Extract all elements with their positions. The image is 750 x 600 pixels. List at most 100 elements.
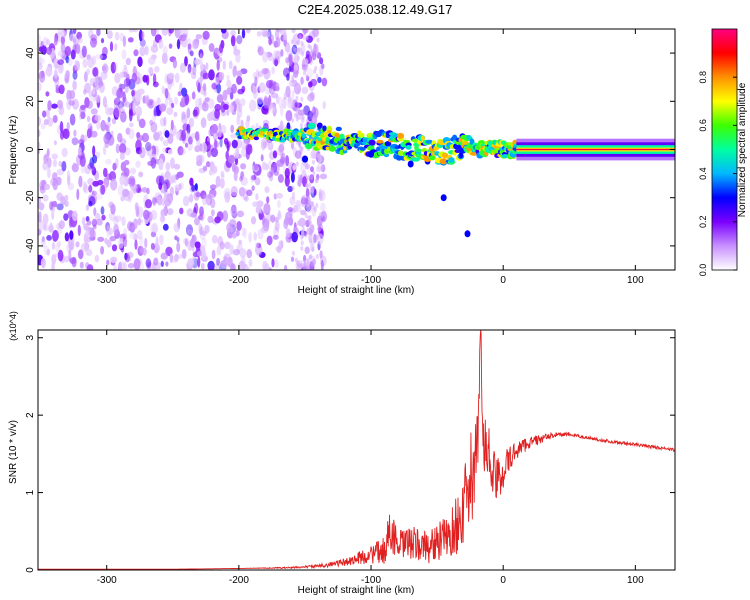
heatmap-noise-cell (231, 83, 237, 94)
heatmap-noise-cell (192, 109, 198, 117)
heatmap-noise-cell (239, 176, 243, 182)
heatmap-noise-cell (127, 221, 133, 232)
heatmap-noise-cell (144, 45, 149, 56)
heatmap-noise-cell (77, 37, 83, 44)
colorbar-gradient (711, 28, 738, 271)
heatmap-noise-cell (86, 128, 92, 139)
heatmap-noise-cell (290, 143, 294, 149)
heatmap-noise-cell (233, 65, 237, 76)
heatmap-noise-cell (294, 48, 298, 53)
heatmap-noise-cell (198, 49, 204, 59)
heatmap-noise-cell (308, 219, 312, 225)
heatmap-noise-cell (111, 117, 117, 125)
heatmap-noise-cell (150, 121, 158, 133)
heatmap-noise-cell (187, 67, 194, 75)
heatmap-signal-cell (453, 144, 462, 150)
heatmap-noise-cell (136, 229, 143, 240)
heatmap-noise-cell (273, 226, 280, 238)
heatmap-noise-cell (67, 175, 71, 186)
heatmap-noise-cell (122, 91, 126, 103)
heatmap-noise-cell (81, 216, 86, 226)
heatmap-noise-cell (218, 71, 225, 81)
heatmap-noise-cell (284, 175, 290, 187)
heatmap-noise-cell (285, 228, 291, 238)
heatmap-noise-cell (132, 101, 136, 114)
heatmap-noise-cell (138, 118, 146, 129)
heatmap-noise-cell (40, 40, 44, 48)
heatmap-noise-cell (187, 43, 192, 50)
heatmap-noise-cell (274, 259, 279, 269)
heatmap-noise-cell (128, 29, 135, 33)
colorbar-label: Normalized spectral amplitude (737, 82, 748, 217)
heatmap-noise-cell (179, 62, 187, 73)
heatmap-noise-cell (58, 160, 62, 167)
heatmap-signal-cell (425, 139, 434, 144)
heatmap-noise-cell (162, 223, 169, 231)
heatmap-noise-cell (299, 263, 303, 269)
heatmap-noise-cell (145, 199, 152, 209)
heatmap-noise-cell (195, 241, 201, 253)
heatmap-noise-cell (278, 96, 283, 109)
heatmap-noise-cell (312, 159, 315, 165)
heatmap-noise-cell (252, 201, 259, 208)
heatmap-signal-cell (376, 139, 384, 144)
heatmap-noise-cell (110, 256, 118, 264)
heatmap-noise-cell (77, 224, 81, 237)
heatmap-noise-cell (72, 29, 77, 35)
heatmap-noise-cell (279, 104, 284, 117)
heatmap-noise-cell (52, 230, 59, 242)
heatmap-noise-cell (295, 200, 302, 207)
heatmap-noise-cell (285, 155, 290, 167)
heatmap-noise-cell (264, 186, 270, 194)
heatmap-signal-cell (381, 148, 386, 155)
heatmap-noise-cell (252, 86, 257, 95)
heatmap-noise-cell (262, 141, 268, 149)
y-tick-label: -20 (25, 190, 36, 205)
heatmap-noise-cell (306, 203, 313, 213)
heatmap-noise-cell (211, 123, 218, 134)
heatmap-noise-cell (303, 29, 309, 34)
heatmap-noise-cell (262, 222, 270, 232)
heatmap-noise-cell (249, 99, 257, 112)
heatmap-signal-cell (441, 152, 449, 158)
heatmap-noise-cell (160, 216, 166, 222)
heatmap-noise-cell (119, 175, 125, 186)
heatmap-noise-cell (215, 263, 220, 270)
heatmap-noise-cell (186, 107, 191, 119)
heatmap-noise-cell (201, 142, 208, 154)
heatmap-noise-cell (154, 192, 162, 199)
heatmap-noise-cell (38, 148, 41, 155)
heatmap-noise-cell (309, 254, 313, 260)
heatmap-noise-cell (274, 216, 279, 223)
heatmap-noise-cell (52, 159, 58, 168)
heatmap-noise-cell (114, 72, 121, 84)
heatmap-signal-cell (355, 142, 360, 147)
heatmap-noise-cell (66, 122, 70, 131)
heatmap-noise-cell (300, 209, 307, 216)
snr-panel: -300 -200 -100 0 100 0 1 2 3 Height of straight… (8, 311, 676, 596)
heatmap-noise-cell (253, 163, 259, 170)
heatmap-noise-cell (191, 91, 196, 100)
heatmap-noise-cell (224, 241, 231, 250)
heatmap-noise-cell (49, 201, 54, 211)
heatmap-noise-cell (174, 235, 178, 241)
heatmap-noise-cell (215, 175, 221, 188)
heatmap-noise-cell (163, 193, 168, 205)
heatmap-noise-cell (300, 43, 306, 55)
heatmap-noise-cell (94, 114, 101, 122)
y-tick-label: 40 (25, 47, 36, 59)
heatmap-noise-cell (195, 34, 203, 40)
heatmap-noise-cell (315, 166, 322, 173)
heatmap-noise-cell (287, 207, 294, 213)
heatmap-noise-cell (122, 236, 128, 248)
heatmap-noise-cell (176, 39, 181, 50)
heatmap-noise-cell (62, 128, 70, 140)
heatmap-noise-cell (223, 137, 229, 145)
heatmap-noise-cell (90, 227, 95, 238)
heatmap-noise-cell (322, 101, 326, 110)
heatmap-signal-cell (420, 135, 425, 142)
heatmap-noise-cell (268, 159, 272, 170)
heatmap-noise-cell (211, 234, 218, 244)
heatmap-noise-cell (157, 196, 163, 206)
